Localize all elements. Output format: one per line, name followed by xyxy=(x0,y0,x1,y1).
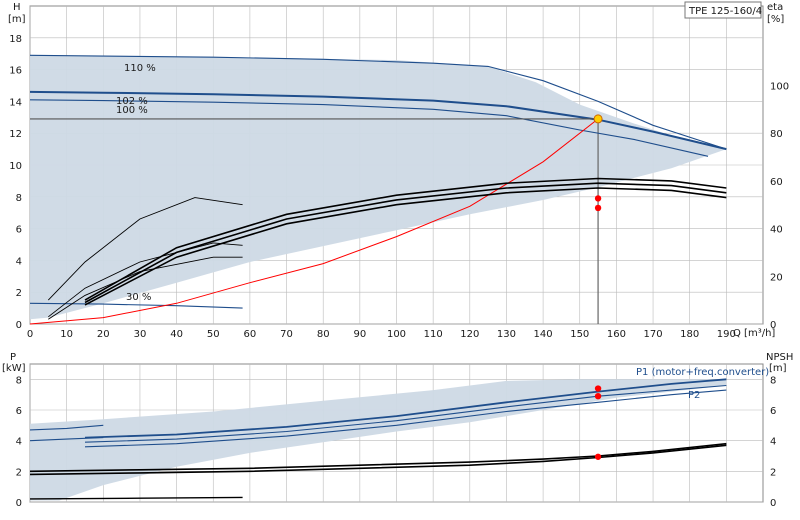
p1-label: P1 (motor+freq.converter) xyxy=(636,367,769,378)
top-x-tick-label: 40 xyxy=(170,329,183,340)
bottom-y-tick-label: 0 xyxy=(16,498,22,509)
model-label: TPE 125-160/4 xyxy=(688,6,762,17)
top-x-tick-label: 130 xyxy=(497,329,516,340)
head-curve-1 xyxy=(29,90,727,151)
npsh-curve-2 xyxy=(29,496,243,500)
bottom-y2-tick-label: 8 xyxy=(770,375,776,386)
bottom-y2-tick-label: 0 xyxy=(770,498,776,509)
bottom-y-tick-label: 8 xyxy=(16,375,22,386)
npsh-curve-0 xyxy=(29,442,727,473)
power-curve-2 xyxy=(84,389,727,448)
bottom-duty-point-0 xyxy=(594,385,602,392)
top-x-axis-label: Q [m³/h] xyxy=(733,328,775,339)
top-tick-labels: 0 10 20 30 40 50 60 70 80 90 100 110 120 130 140 150 160… xyxy=(9,34,789,340)
top-x-tick-label: 160 xyxy=(607,329,626,340)
efficiency-curve-2 xyxy=(84,187,727,306)
efficiency-curve-5 xyxy=(47,197,243,301)
curve-label-110: 110 % xyxy=(124,63,156,74)
curve-label-102: 102 % xyxy=(116,96,148,107)
bottom-y2-tick-label: 4 xyxy=(770,437,776,448)
top-operating-envelope xyxy=(30,55,727,320)
top-x-tick-label: 140 xyxy=(534,329,553,340)
p2-label: P2 xyxy=(688,390,700,401)
top-y2-tick-label: 100 xyxy=(770,81,789,92)
top-duty-points-layer xyxy=(593,114,603,212)
top-x-tick-label: 30 xyxy=(134,329,147,340)
top-x-tick-label: 20 xyxy=(97,329,110,340)
efficiency-curve-1 xyxy=(84,182,727,304)
duty-point-eta-2 xyxy=(594,204,602,212)
head-curve-0 xyxy=(29,54,727,150)
bottom-duty-point-1 xyxy=(594,393,602,400)
top-y2-axis-unit: [%] xyxy=(767,14,784,25)
npsh-curve-1 xyxy=(29,444,727,476)
top-envelope-layer xyxy=(30,55,727,320)
bottom-y-tick-label: 6 xyxy=(16,406,22,417)
bottom-y-tick-label: 4 xyxy=(16,437,22,448)
top-y2-tick-label: 60 xyxy=(770,177,783,188)
top-x-tick-label: 100 xyxy=(387,329,406,340)
top-x-tick-label: 60 xyxy=(244,329,257,340)
top-x-tick-label: 80 xyxy=(317,329,330,340)
head-efficiency-plot: 0 10 20 30 40 50 60 70 80 90 100 110 120 130 140 150 160… xyxy=(8,1,789,340)
top-y-tick-label: 18 xyxy=(9,34,22,45)
top-x-tick-label: 110 xyxy=(424,329,443,340)
head-curve-2 xyxy=(29,99,709,157)
curve-label-100: 100 % xyxy=(116,105,148,116)
bottom-y2-tick-label: 2 xyxy=(770,467,776,478)
top-x-tick-label: 150 xyxy=(570,329,589,340)
top-y2-axis-label: eta xyxy=(767,2,783,13)
bottom-duty-point-2 xyxy=(594,453,602,460)
curve-label-30: 30 % xyxy=(126,292,151,303)
model-label-box xyxy=(684,1,762,19)
top-y2-tick-label: 80 xyxy=(770,129,783,140)
top-curves-layer xyxy=(29,54,727,325)
top-y-tick-label: 16 xyxy=(9,66,22,77)
bottom-y2-axis-label: NPSH xyxy=(766,352,793,363)
efficiency-curve-0 xyxy=(84,177,727,301)
duty-point-eta-1 xyxy=(594,195,602,202)
top-y-tick-label: 6 xyxy=(16,225,22,236)
top-y-tick-label: 2 xyxy=(16,288,22,299)
top-x-tick-label: 190 xyxy=(717,329,736,340)
top-y2-tick-label: 20 xyxy=(770,272,783,283)
top-y2-tick-label: 40 xyxy=(770,225,783,236)
bottom-curves-layer xyxy=(29,378,727,500)
bottom-duty-points-layer xyxy=(594,385,602,460)
top-y-axis-label: H xyxy=(13,2,21,13)
duty-point-head xyxy=(593,114,603,124)
system-curve xyxy=(29,118,599,325)
top-x-tick-label: 10 xyxy=(60,329,73,340)
efficiency-curve-4 xyxy=(48,256,243,320)
power-curve-3 xyxy=(29,424,104,431)
top-y2-tick-label: 0 xyxy=(770,320,776,331)
head-curve-4 xyxy=(29,302,243,309)
top-x-tick-label: 120 xyxy=(460,329,479,340)
bottom-tick-labels: 0 2 4 6 8 0 2 4 6 8 xyxy=(16,375,777,509)
top-y-axis-unit: [m] xyxy=(8,14,26,25)
top-x-tick-label: 0 xyxy=(27,329,33,340)
efficiency-curve-3 xyxy=(48,242,243,318)
top-y-tick-label: 14 xyxy=(9,97,22,108)
top-y-tick-label: 0 xyxy=(16,320,22,331)
top-y-tick-label: 4 xyxy=(16,256,22,267)
top-x-tick-label: 170 xyxy=(644,329,663,340)
top-y-tick-label: 10 xyxy=(9,161,22,172)
power-npsh-plot: 0 2 4 6 8 0 2 4 6 8 P [kW] NPSH [m] P1 (motor+fre… xyxy=(2,352,793,509)
bottom-y2-tick-label: 6 xyxy=(770,406,776,417)
top-y-tick-label: 12 xyxy=(9,129,22,140)
top-x-tick-label: 70 xyxy=(280,329,293,340)
bottom-y-axis-unit: [kW] xyxy=(2,363,26,374)
bottom-y-tick-label: 2 xyxy=(16,467,22,478)
bottom-y-axis-label: P xyxy=(10,352,16,363)
top-x-tick-label: 50 xyxy=(207,329,220,340)
power-curve-0 xyxy=(84,378,727,439)
top-y-tick-label: 8 xyxy=(16,193,22,204)
top-x-tick-label: 180 xyxy=(680,329,699,340)
power-curve-1 xyxy=(84,384,727,443)
top-x-tick-label: 90 xyxy=(353,329,366,340)
bottom-y2-axis-unit: [m] xyxy=(769,363,787,374)
power-curve-4 xyxy=(29,437,104,442)
